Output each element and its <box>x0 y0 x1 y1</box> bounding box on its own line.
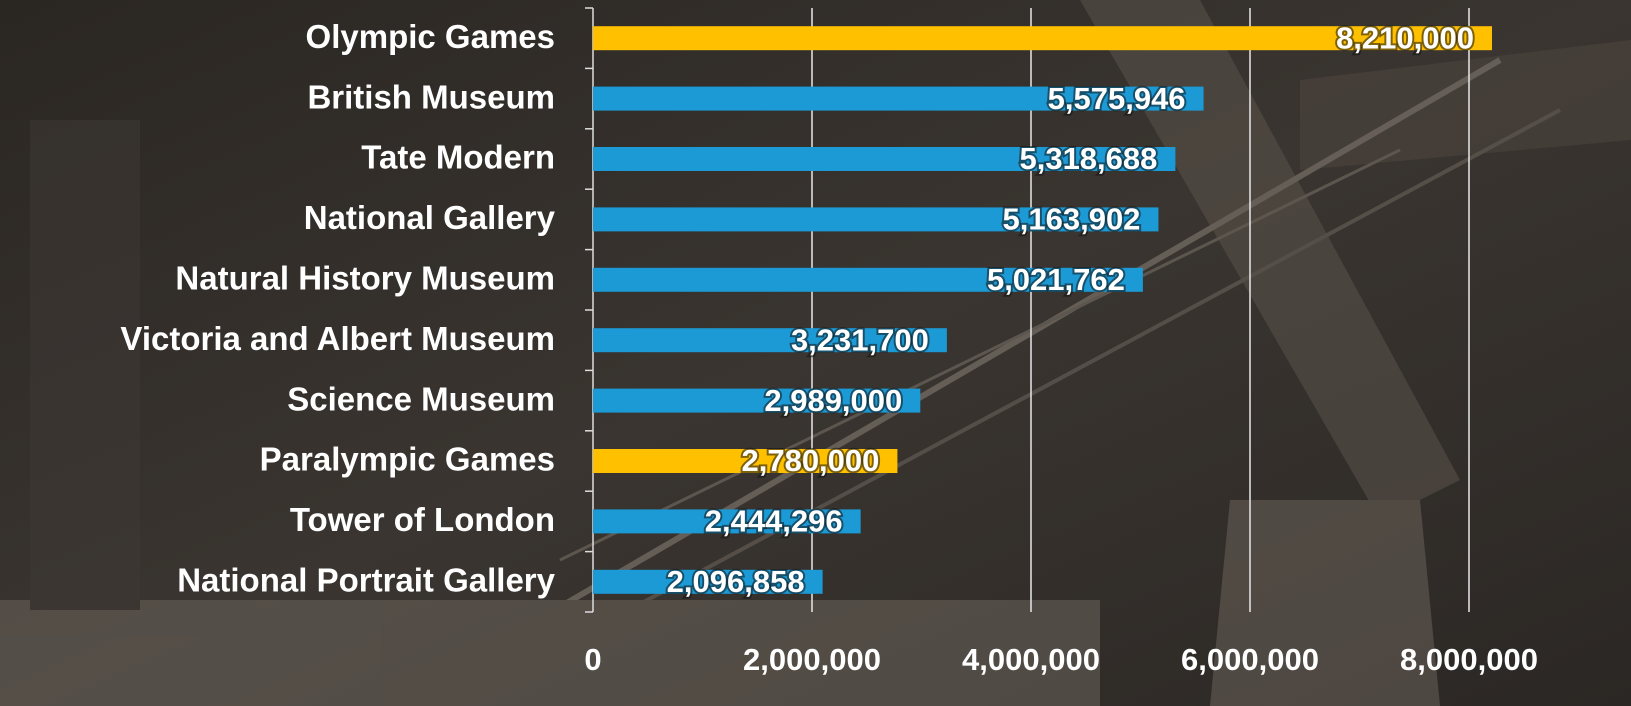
bar <box>593 26 1492 51</box>
bar <box>593 388 921 413</box>
bar <box>593 147 1176 171</box>
bar <box>593 328 947 353</box>
category-label: Olympic Games <box>306 18 555 55</box>
x-tick-label: 2,000,000 <box>743 642 881 677</box>
value-label: 5,318,688 <box>1019 141 1157 176</box>
value-label: 2,444,296 <box>705 504 843 539</box>
category-label: Tate Modern <box>361 139 555 176</box>
value-label: 5,021,762 <box>987 262 1125 297</box>
x-tick-label: 6,000,000 <box>1181 642 1319 677</box>
category-label: Tower of London <box>290 501 555 538</box>
value-label: 2,989,000 <box>764 383 902 418</box>
category-label: British Museum <box>307 78 555 115</box>
x-tick-label: 0 <box>584 642 601 677</box>
category-label: Victoria and Albert Museum <box>120 320 555 357</box>
bar <box>593 86 1204 111</box>
bar <box>593 207 1159 232</box>
value-label: 5,575,946 <box>1048 81 1186 116</box>
bar <box>593 267 1143 292</box>
value-label: 2,096,858 <box>667 564 805 599</box>
bar <box>593 509 861 534</box>
x-tick-label: 4,000,000 <box>962 642 1100 677</box>
category-label: Paralympic Games <box>260 441 555 478</box>
value-label: 8,210,000 <box>1336 20 1474 55</box>
value-label: 3,231,700 <box>791 322 929 357</box>
bar <box>593 569 823 594</box>
category-label: Natural History Museum <box>175 260 555 297</box>
x-tick-label: 8,000,000 <box>1400 642 1538 677</box>
category-label: Science Museum <box>287 380 555 417</box>
bar <box>593 449 898 473</box>
category-label: National Gallery <box>304 199 556 236</box>
value-label: 2,780,000 <box>741 443 879 478</box>
value-label: 5,163,902 <box>1003 202 1141 237</box>
category-label: National Portrait Gallery <box>177 562 555 599</box>
